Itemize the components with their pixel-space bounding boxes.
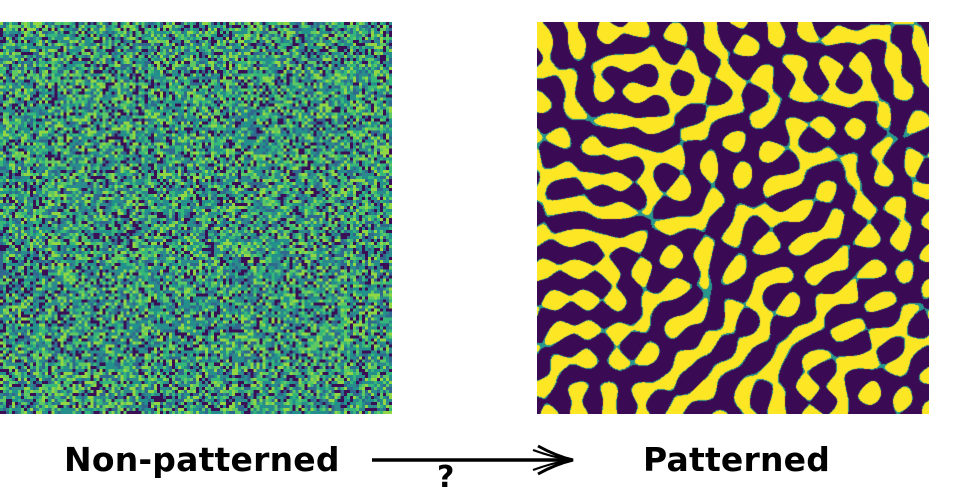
- transition-arrow-icon: [368, 440, 578, 480]
- turing-pattern-canvas: [537, 22, 929, 414]
- turing-pattern-image: [537, 22, 929, 414]
- question-mark: ?: [437, 460, 454, 495]
- patterned-label: Patterned: [643, 440, 830, 479]
- noise-field-canvas: [0, 22, 392, 414]
- non-patterned-label: Non-patterned: [64, 440, 340, 479]
- noise-field-image: [0, 22, 392, 414]
